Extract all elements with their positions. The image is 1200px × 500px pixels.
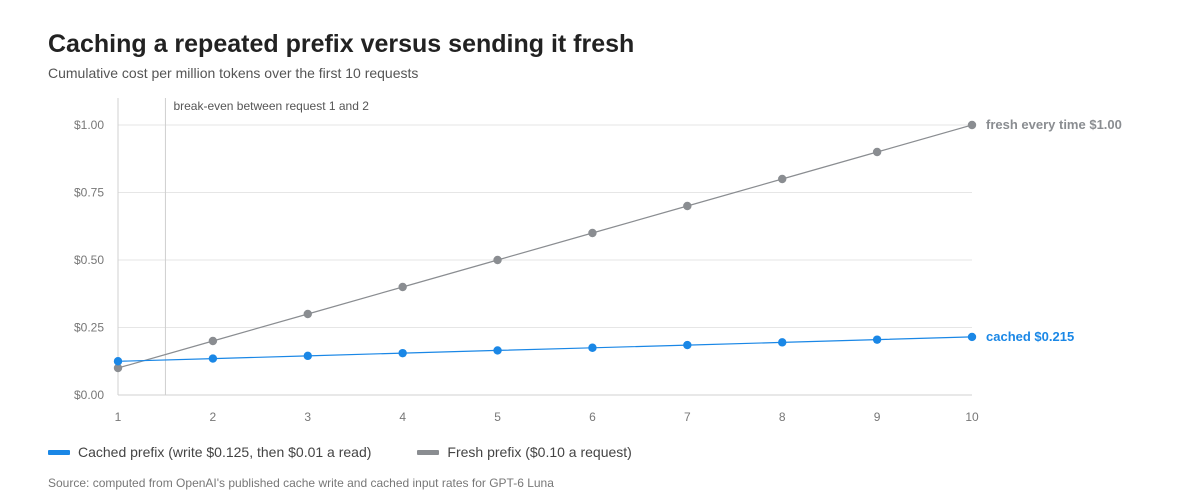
x-tick-label: 4 [399, 410, 406, 424]
data-point-fresh [303, 309, 312, 319]
y-tick-label: $1.00 [74, 118, 104, 132]
data-point-fresh [493, 255, 502, 265]
data-point-fresh [967, 120, 977, 130]
legend-label-fresh: Fresh prefix ($0.10 a request) [447, 444, 632, 460]
data-point-cached [967, 332, 977, 342]
x-tick-label: 1 [115, 410, 122, 424]
data-point-cached [683, 340, 692, 350]
legend-swatch-fresh [417, 449, 440, 455]
x-tick-label: 5 [494, 410, 501, 424]
data-point-cached [588, 343, 597, 352]
x-tick-label: 3 [304, 410, 311, 424]
data-point-fresh [208, 336, 218, 346]
legend-item-cached: Cached prefix (write $0.125, then $0.01 … [48, 444, 371, 460]
x-tick-label: 10 [965, 410, 979, 424]
x-tick-label: 6 [589, 410, 596, 424]
end-label-cached: cached $0.215 [986, 329, 1074, 344]
y-tick-label: $0.25 [74, 321, 104, 335]
line-chart: $0.00 $0.25 $0.50 $0.75 $1.00 1 2 3 4 5 6 7 8 9 10 brea… [74, 98, 1122, 424]
chart-title: Caching a repeated prefix versus sending… [48, 30, 635, 58]
source-note: Source: computed from OpenAI's published… [48, 476, 554, 490]
data-point-fresh [778, 174, 787, 184]
y-tick-label: $0.00 [74, 388, 104, 402]
x-tick-label: 2 [210, 410, 217, 424]
legend-label-cached: Cached prefix (write $0.125, then $0.01 … [78, 444, 372, 460]
data-point-cached [778, 338, 787, 347]
end-label-fresh: fresh every time $1.00 [986, 117, 1122, 132]
chart-subtitle: Cumulative cost per million tokens over … [48, 65, 419, 81]
legend: Cached prefix (write $0.125, then $0.01 … [48, 444, 678, 460]
data-point-fresh [683, 201, 692, 211]
x-tick-label: 8 [779, 410, 786, 424]
data-point-cached [303, 351, 312, 361]
data-point-cached [872, 335, 882, 344]
data-point-fresh [588, 228, 597, 238]
y-tick-label: $0.75 [74, 186, 104, 200]
data-point-cached [208, 354, 218, 363]
series-line-fresh [117, 124, 973, 369]
y-tick-label: $0.50 [74, 253, 104, 267]
data-point-cached [493, 346, 502, 355]
legend-item-fresh: Fresh prefix ($0.10 a request) [417, 444, 632, 460]
data-point-fresh [113, 363, 123, 373]
data-point-cached [113, 357, 123, 366]
break-even-annotation: break-even between request 1 and 2 [173, 99, 369, 113]
x-tick-label: 9 [874, 410, 881, 424]
data-point-fresh [398, 282, 407, 292]
data-point-cached [398, 348, 407, 358]
data-point-fresh [872, 147, 882, 157]
series-line-cached [117, 336, 973, 362]
x-tick-label: 7 [684, 410, 691, 424]
legend-swatch-cached [48, 449, 70, 455]
